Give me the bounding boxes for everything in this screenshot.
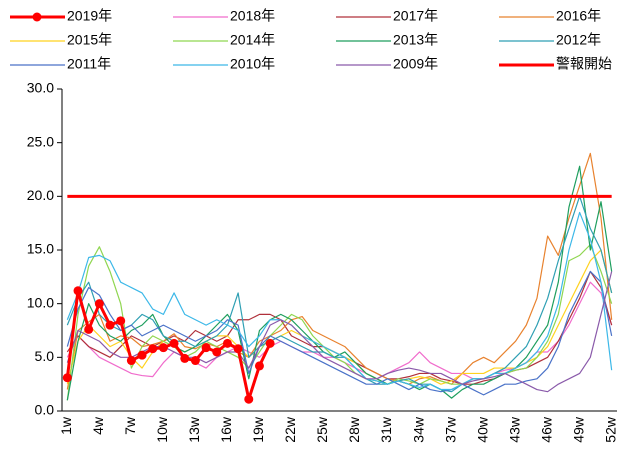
series-marker [126,356,136,366]
series-line [66,270,613,385]
legend-label: 2013年 [393,32,438,48]
x-tick-label: 40w [474,416,490,443]
x-tick-label: 19w [250,416,266,443]
legend-label: 2018年 [230,8,275,24]
series-marker [233,344,243,354]
y-tick-label: 10.0 [27,294,54,310]
y-tick-label: 0.0 [35,402,55,418]
legend-marker [32,12,42,22]
series-line [66,244,613,401]
series-line [66,211,613,391]
y-tick-label: 20.0 [27,187,54,203]
series-line [66,195,613,393]
series-marker [169,338,179,348]
x-tick-label: 16w [218,416,234,443]
x-tick-label: 1w [58,416,74,435]
series-marker [254,361,264,371]
x-tick-label: 28w [346,416,362,443]
series-line [66,270,613,396]
series-marker [158,343,168,353]
series-marker [222,338,232,348]
legend-label: 2012年 [556,32,601,48]
x-tick-label: 13w [186,416,202,443]
x-tick-label: 49w [570,416,586,443]
legend-label: 2015年 [67,32,112,48]
series-marker [265,338,275,348]
legend-label: 2014年 [230,32,275,48]
series-marker [84,324,94,334]
x-tick-label: 4w [90,416,106,435]
series-marker [105,320,115,330]
series-marker [212,347,222,357]
series-marker [148,344,158,354]
series-marker [190,356,200,366]
series-line [66,271,613,393]
x-tick-label: 43w [506,416,522,443]
series-marker [137,350,147,360]
x-tick-label: 31w [378,416,394,443]
legend-label: 2010年 [230,56,275,72]
x-tick-label: 37w [442,416,458,443]
x-tick-label: 25w [314,416,330,443]
legend-label: 2017年 [393,8,438,24]
x-tick-label: 22w [282,416,298,443]
x-tick-label: 52w [602,416,618,443]
series-marker [244,394,254,404]
series-marker [201,343,211,353]
series-marker [180,353,190,363]
legend-label: 警報開始 [556,56,612,72]
y-tick-label: 5.0 [35,348,55,364]
legend-label: 2019年 [67,8,112,24]
x-tick-label: 10w [154,416,170,443]
series-line [66,152,613,390]
y-tick-label: 15.0 [27,241,54,257]
series-marker [62,373,72,383]
legend-label: 2011年 [67,56,111,72]
y-tick-label: 25.0 [27,133,54,149]
x-tick-label: 7w [122,416,138,435]
series-marker [73,286,83,296]
legend-label: 2009年 [393,56,438,72]
series-marker [116,316,126,326]
x-tick-label: 34w [410,416,426,443]
x-tick-label: 46w [538,416,554,443]
legend-label: 2016年 [556,8,601,24]
series-marker [94,299,104,309]
y-tick-label: 30.0 [27,80,54,96]
